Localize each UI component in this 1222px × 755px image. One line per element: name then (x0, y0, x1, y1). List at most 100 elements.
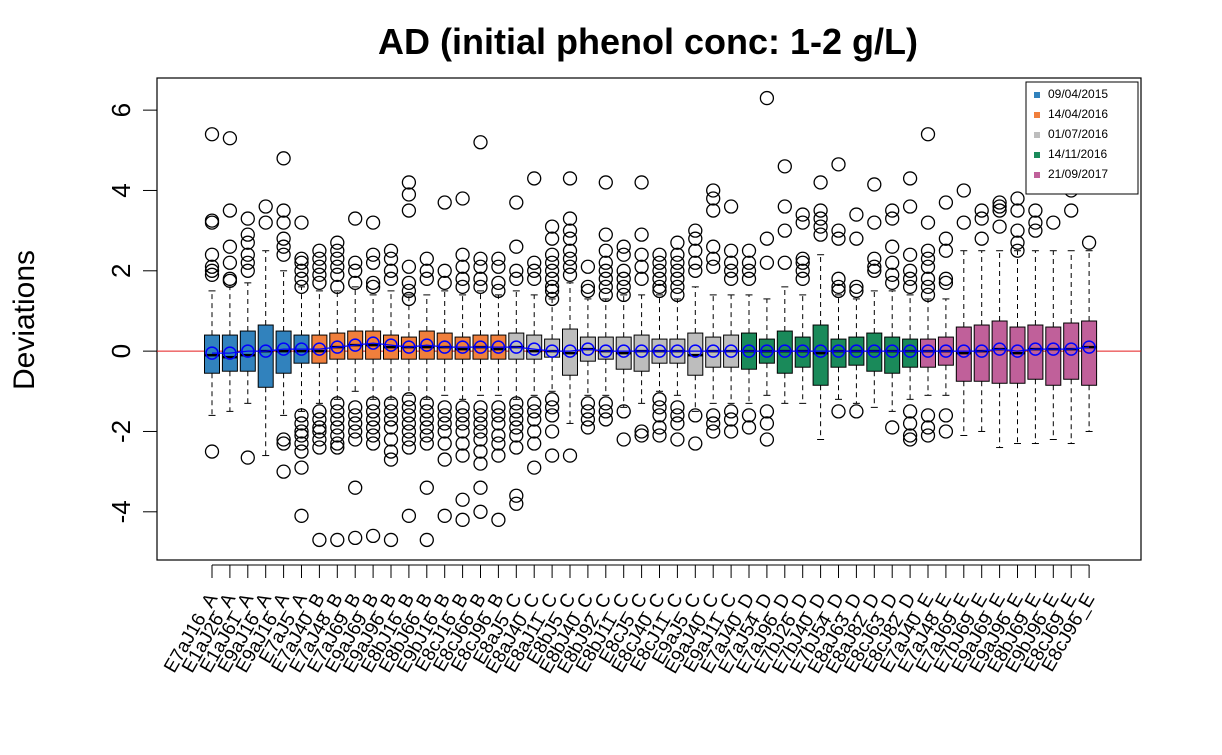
mean-point (706, 344, 720, 358)
outlier-point (276, 231, 291, 246)
outlier-point (437, 436, 452, 451)
outlier-point (831, 271, 846, 286)
outlier-point (419, 404, 434, 419)
legend-label: 14/04/2016 (1048, 107, 1108, 121)
outlier-point (1010, 203, 1025, 218)
outlier-point (938, 271, 954, 286)
mean-point (473, 340, 488, 354)
outlier-point (938, 275, 954, 291)
outlier-point (419, 412, 434, 427)
mean-point (527, 342, 541, 356)
outlier-point (670, 432, 685, 447)
outlier-point (849, 207, 864, 222)
outlier-point (706, 191, 721, 206)
outlier-point (491, 512, 506, 527)
outlier-point (401, 392, 417, 407)
mean-point (957, 344, 971, 358)
outlier-point (276, 247, 291, 262)
outlier-point (401, 508, 417, 523)
outlier-point (240, 211, 255, 226)
box-body (812, 324, 829, 386)
mean-point (223, 346, 237, 360)
outlier-point (204, 247, 220, 262)
outlier-point (401, 416, 417, 431)
outlier-point (437, 408, 452, 423)
outlier-point (473, 424, 488, 439)
outlier-point (544, 408, 560, 423)
outlier-point (527, 271, 542, 286)
outlier-point (598, 396, 613, 411)
outlier-point (527, 436, 542, 451)
outlier-point (491, 428, 506, 443)
y-tick-label: 2 (106, 264, 136, 278)
outlier-point (616, 432, 631, 447)
outlier-point (759, 90, 775, 106)
outlier-point (598, 227, 613, 242)
outlier-point (222, 239, 238, 254)
mean-point (402, 340, 416, 354)
outlier-point (688, 231, 703, 246)
outlier-point (598, 175, 613, 190)
outlier-point (849, 231, 864, 246)
outlier-point (616, 263, 631, 278)
outlier-point (294, 436, 309, 451)
y-tick-label: 4 (106, 183, 136, 197)
outlier-point (527, 263, 542, 278)
outlier-point (544, 279, 560, 295)
mean-point (652, 344, 667, 358)
outlier-point (1010, 235, 1025, 250)
outlier-point (670, 247, 685, 262)
mean-point (939, 344, 953, 358)
outlier-point (634, 271, 649, 286)
outlier-point (867, 251, 882, 266)
outlier-point (401, 283, 417, 299)
outlier-point (509, 428, 524, 443)
legend-swatch (1034, 112, 1040, 118)
outlier-point (258, 199, 273, 214)
outlier-point (294, 444, 309, 459)
outlier-point (473, 400, 488, 415)
outlier-point (419, 532, 434, 548)
mean-point (509, 340, 524, 354)
outlier-point (383, 532, 399, 548)
outlier-point (616, 404, 631, 419)
outlier-point (831, 279, 846, 295)
outlier-point (902, 199, 918, 214)
outlier-point (992, 203, 1007, 218)
outlier-point (1010, 223, 1025, 238)
outlier-point (920, 420, 936, 435)
outlier-point (885, 239, 900, 254)
outlier-point (473, 271, 488, 286)
outlier-point (348, 263, 363, 278)
outlier-point (902, 263, 918, 278)
outlier-point (813, 203, 828, 218)
outlier-point (885, 203, 900, 218)
outlier-point (491, 251, 506, 266)
outlier-point (419, 251, 434, 266)
outlier-point (938, 424, 954, 439)
legend-label: 21/09/2017 (1048, 167, 1108, 181)
outlier-point (383, 251, 399, 266)
outlier-point (437, 508, 452, 523)
outlier-point (437, 400, 452, 415)
outlier-point (902, 404, 918, 419)
box-body (1045, 326, 1062, 386)
outlier-point (831, 283, 846, 299)
plot-area: -4-20246E7aJ16_AE1aJ26_AE1aJ61_AE9aJ16_A… (106, 77, 1142, 677)
outlier-point (365, 255, 381, 270)
outlier-point (312, 432, 327, 447)
outlier-point (759, 404, 775, 419)
mean-point (670, 344, 685, 358)
outlier-point (652, 271, 667, 286)
outlier-point (723, 255, 739, 270)
outlier-point (401, 400, 417, 415)
outlier-point (670, 408, 685, 423)
mean-point (724, 344, 738, 358)
outlier-point (365, 420, 381, 435)
outlier-point (974, 231, 989, 246)
outlier-point (652, 428, 667, 443)
outlier-point (401, 424, 417, 439)
outlier-point (419, 420, 434, 435)
outlier-point (634, 247, 649, 262)
outlier-point (795, 207, 810, 222)
